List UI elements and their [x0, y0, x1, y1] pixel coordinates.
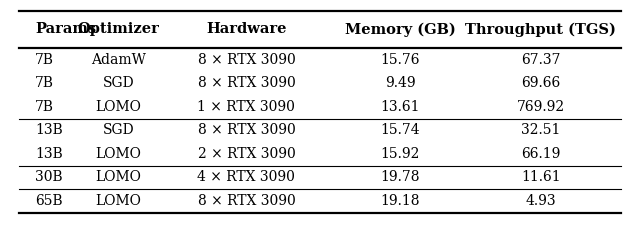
Text: 8 × RTX 3090: 8 × RTX 3090 [198, 123, 295, 137]
Text: 19.78: 19.78 [380, 170, 420, 184]
Text: 65B: 65B [35, 194, 63, 208]
Text: SGD: SGD [102, 76, 134, 90]
Text: 32.51: 32.51 [521, 123, 561, 137]
Text: 30B: 30B [35, 170, 63, 184]
Text: 4.93: 4.93 [525, 194, 556, 208]
Text: 13B: 13B [35, 147, 63, 161]
Text: 7B: 7B [35, 76, 54, 90]
Text: SGD: SGD [102, 123, 134, 137]
Text: 4 × RTX 3090: 4 × RTX 3090 [198, 170, 295, 184]
Text: 8 × RTX 3090: 8 × RTX 3090 [198, 53, 295, 67]
Text: 1 × RTX 3090: 1 × RTX 3090 [198, 100, 295, 114]
Text: Hardware: Hardware [206, 22, 287, 36]
Text: 8 × RTX 3090: 8 × RTX 3090 [198, 76, 295, 90]
Text: 11.61: 11.61 [521, 170, 561, 184]
Text: 2 × RTX 3090: 2 × RTX 3090 [198, 147, 295, 161]
Text: LOMO: LOMO [95, 194, 141, 208]
Text: 7B: 7B [35, 100, 54, 114]
Text: 67.37: 67.37 [521, 53, 561, 67]
Text: 7B: 7B [35, 53, 54, 67]
Text: 15.92: 15.92 [380, 147, 420, 161]
Text: Throughput (TGS): Throughput (TGS) [465, 22, 616, 36]
Text: LOMO: LOMO [95, 170, 141, 184]
Text: 13.61: 13.61 [380, 100, 420, 114]
Text: 9.49: 9.49 [385, 76, 415, 90]
Text: Optimizer: Optimizer [77, 22, 159, 36]
Text: Memory (GB): Memory (GB) [344, 22, 456, 36]
Text: 15.76: 15.76 [380, 53, 420, 67]
Text: 13B: 13B [35, 123, 63, 137]
Text: AdamW: AdamW [91, 53, 146, 67]
Text: LOMO: LOMO [95, 147, 141, 161]
Text: 15.74: 15.74 [380, 123, 420, 137]
Text: Params: Params [35, 22, 97, 36]
Text: 8 × RTX 3090: 8 × RTX 3090 [198, 194, 295, 208]
Text: LOMO: LOMO [95, 100, 141, 114]
Text: 66.19: 66.19 [521, 147, 561, 161]
Text: 69.66: 69.66 [521, 76, 561, 90]
Text: 19.18: 19.18 [380, 194, 420, 208]
Text: 769.92: 769.92 [516, 100, 565, 114]
